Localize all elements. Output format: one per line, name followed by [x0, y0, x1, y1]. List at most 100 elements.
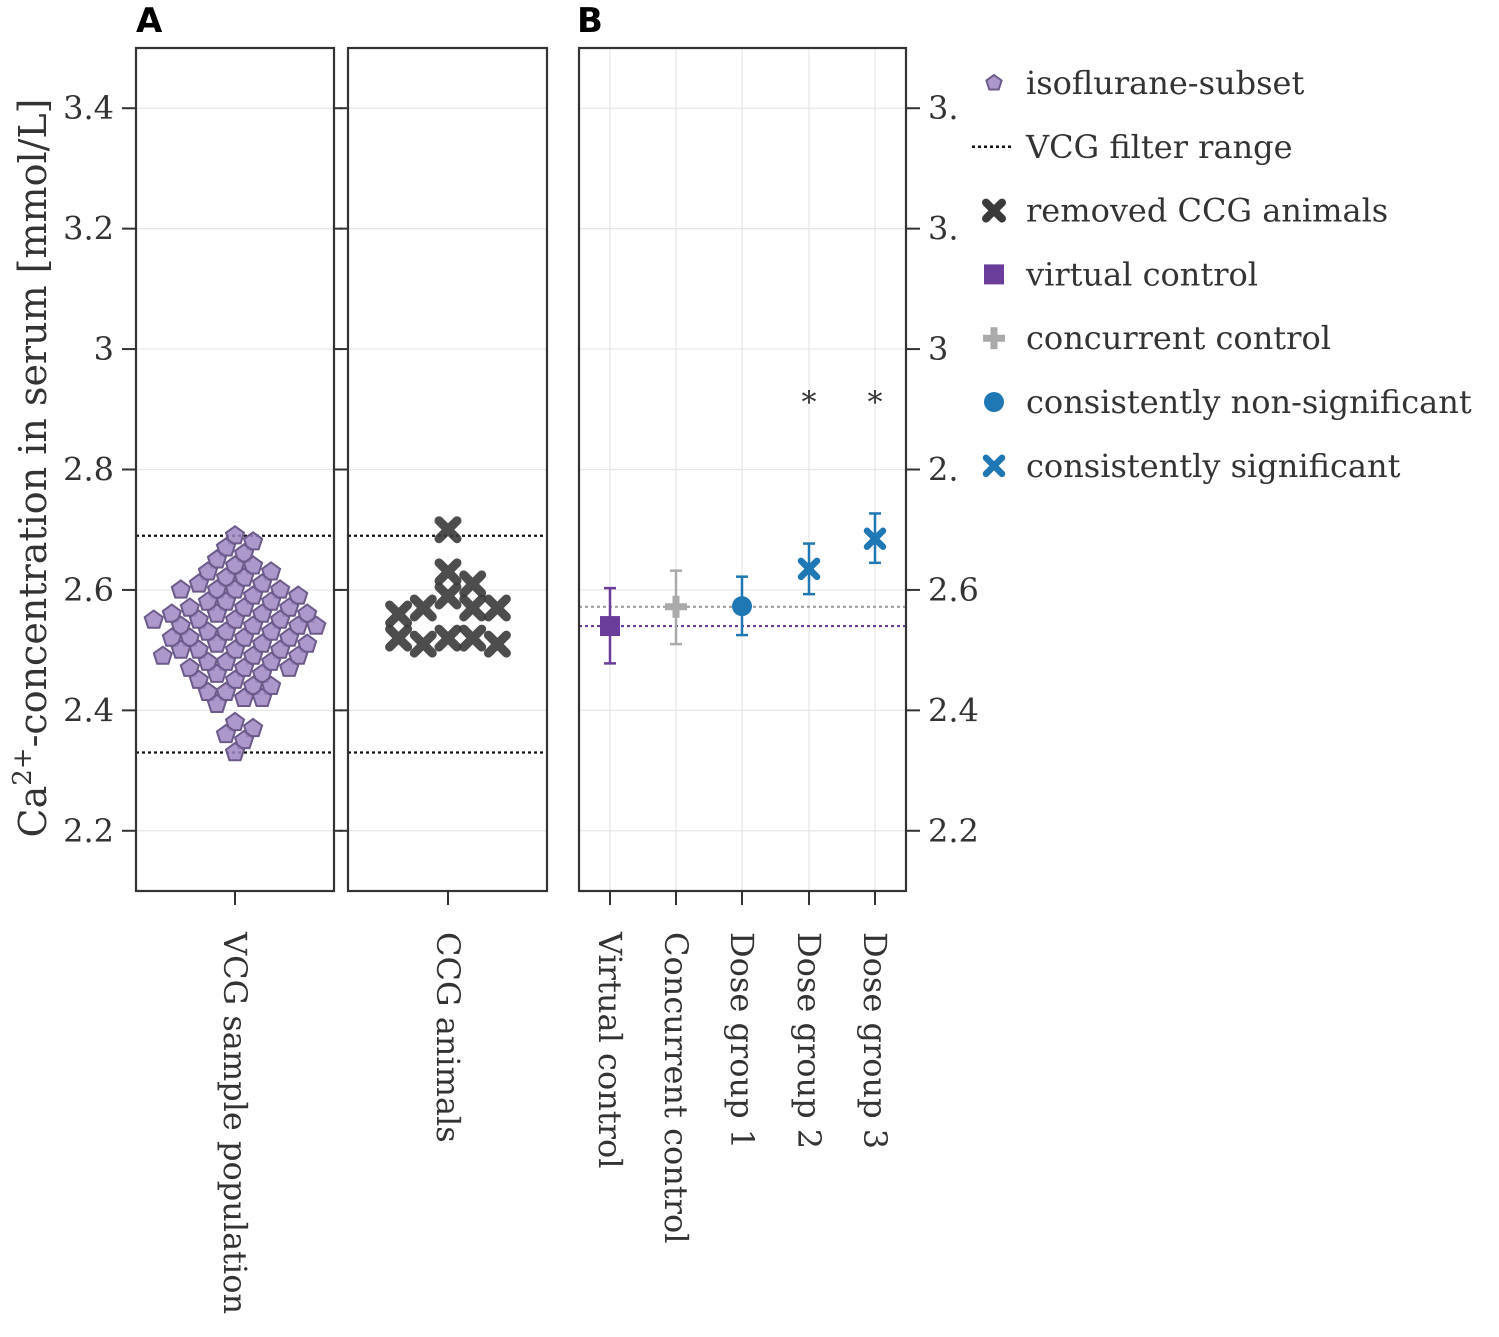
y-tick-label: 2.2 — [63, 812, 114, 850]
mean-marker — [863, 527, 887, 550]
legend-x-dark-icon — [982, 198, 1006, 223]
axes-frames — [122, 46, 920, 905]
vcg-sample-point — [233, 597, 255, 617]
removed-ccg-point-stroke — [385, 624, 413, 652]
vcg-sample-point — [197, 651, 219, 671]
y-tick-label: 3.2 — [63, 210, 114, 248]
vcg-sample-point — [251, 687, 273, 707]
removed-ccg-point-stroke — [459, 624, 487, 652]
group-concurrent-control — [665, 569, 687, 646]
y-tick-label-right: 2.6 — [928, 571, 979, 609]
vcg-sample-point — [179, 627, 201, 647]
mean-marker-stroke — [863, 527, 887, 550]
vcg-sample-point — [170, 579, 192, 599]
y-tick-label-right: 3 — [928, 330, 948, 368]
removed-ccg-point-stroke — [483, 630, 511, 658]
category-label: Virtual control — [591, 931, 629, 1168]
vcg-sample-point — [188, 669, 210, 689]
removed-ccg-point-stroke — [409, 630, 437, 658]
vcg-sample-point — [260, 621, 282, 641]
removed-ccg-point — [409, 594, 437, 622]
legend-label: VCG filter range — [1025, 128, 1293, 166]
removed-ccg-point — [434, 558, 462, 586]
vcg-sample-point — [260, 591, 282, 611]
legend-item: consistently non-significant — [984, 383, 1472, 421]
vcg-sample-point — [215, 723, 237, 744]
legend-x-dark-icon-stroke — [982, 198, 1006, 223]
removed-ccg-point — [409, 630, 437, 658]
vcg-sample-point — [251, 573, 273, 593]
vcg-sample-point — [269, 609, 291, 629]
group-dose-group-2 — [797, 542, 821, 596]
vcg-sample-point — [206, 579, 228, 599]
legend-x-blue-icon — [982, 454, 1006, 478]
legend-label: consistently significant — [1026, 447, 1401, 485]
mean-marker — [797, 557, 821, 581]
vcg-sample-point — [143, 609, 164, 629]
removed-ccg-point-stroke — [434, 582, 462, 610]
y-axis-label: Ca2+-concentration in serum [mmol/L] — [8, 99, 55, 838]
removed-ccg-point-stroke — [434, 624, 462, 652]
vcg-sample-point — [278, 627, 300, 647]
removed-ccg-point — [385, 624, 413, 652]
vcg-sample-point — [197, 561, 219, 581]
vcg-sample-point — [242, 645, 264, 665]
significance-star: * — [802, 385, 817, 420]
legend-item: removed CCG animals — [982, 192, 1388, 230]
y-tick-label-right: 2. — [928, 451, 959, 489]
vcg-sample-point — [197, 681, 219, 701]
category-label: Dose group 3 — [856, 932, 894, 1149]
vcg-sample-point — [206, 549, 228, 569]
y-axis-label-main: Ca — [11, 786, 55, 838]
legend-item: consistently significant — [982, 447, 1401, 485]
removed-ccg-point-stroke — [459, 570, 487, 598]
removed-ccg-point — [459, 570, 487, 598]
vcg-sample-point — [297, 633, 318, 653]
vcg-sample-point — [161, 603, 183, 623]
vcg-sample-point — [224, 711, 246, 732]
removed-ccg-point-stroke — [459, 594, 487, 622]
vcg-sample-point — [269, 639, 291, 659]
y-tick-label: 2.6 — [63, 571, 114, 609]
vcg-sample-point — [215, 591, 237, 611]
legend-item: virtual control — [984, 255, 1258, 293]
vcg-sample-point — [278, 657, 300, 677]
significance-star: * — [868, 385, 883, 420]
vcg-sample-point — [233, 543, 255, 563]
y-tick-label-right: 2.2 — [928, 812, 979, 850]
removed-ccg-point-stroke — [434, 516, 462, 544]
vcg-sample-point — [306, 615, 327, 635]
removed-ccg-point — [385, 600, 413, 628]
vcg-sample-point — [224, 639, 246, 659]
category-label: CCG animals — [429, 932, 467, 1143]
legend-backdrop — [957, 60, 977, 520]
vcg-sample-point — [233, 687, 255, 707]
vcg-sample-point — [197, 591, 219, 611]
vcg-sample-point — [260, 561, 282, 581]
legend-circle-icon — [984, 392, 1004, 412]
vcg-sample-point — [242, 717, 264, 738]
vcg-sample-point — [224, 669, 246, 689]
vcg-sample-point — [251, 663, 273, 683]
vcg-sample-point — [260, 675, 282, 695]
vcg-sample-point — [179, 597, 201, 617]
vcg-sample-point — [233, 657, 255, 677]
vcg-sample-point — [251, 633, 273, 653]
vcg-sample-point — [224, 555, 246, 575]
removed-ccg-point — [483, 594, 511, 622]
vcg-sample-point — [161, 627, 183, 647]
legend-label: concurrent control — [1026, 319, 1331, 357]
y-tick-label: 2.8 — [63, 451, 114, 489]
legend-square-icon — [984, 264, 1004, 285]
vcg-sample-point — [170, 639, 192, 659]
removed-ccg-point — [434, 582, 462, 610]
legend-label: virtual control — [1025, 255, 1258, 293]
category-label: Concurrent control — [657, 932, 695, 1244]
vcg-sample-point — [215, 537, 237, 557]
vcg-sample-point — [179, 657, 201, 677]
vcg-sample-point — [278, 597, 300, 617]
vcg-sample-point — [215, 651, 237, 671]
removed-ccg-point — [459, 624, 487, 652]
removed-ccg-point-stroke — [385, 600, 413, 628]
